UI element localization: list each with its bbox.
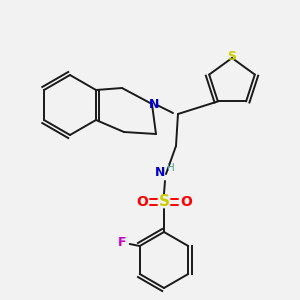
Text: N: N	[149, 98, 159, 110]
Text: F: F	[118, 236, 126, 250]
Text: N: N	[155, 167, 165, 179]
Text: O: O	[180, 195, 192, 209]
Text: S: S	[158, 194, 169, 209]
Text: S: S	[227, 50, 236, 62]
Text: O: O	[136, 195, 148, 209]
Text: H: H	[167, 163, 175, 173]
